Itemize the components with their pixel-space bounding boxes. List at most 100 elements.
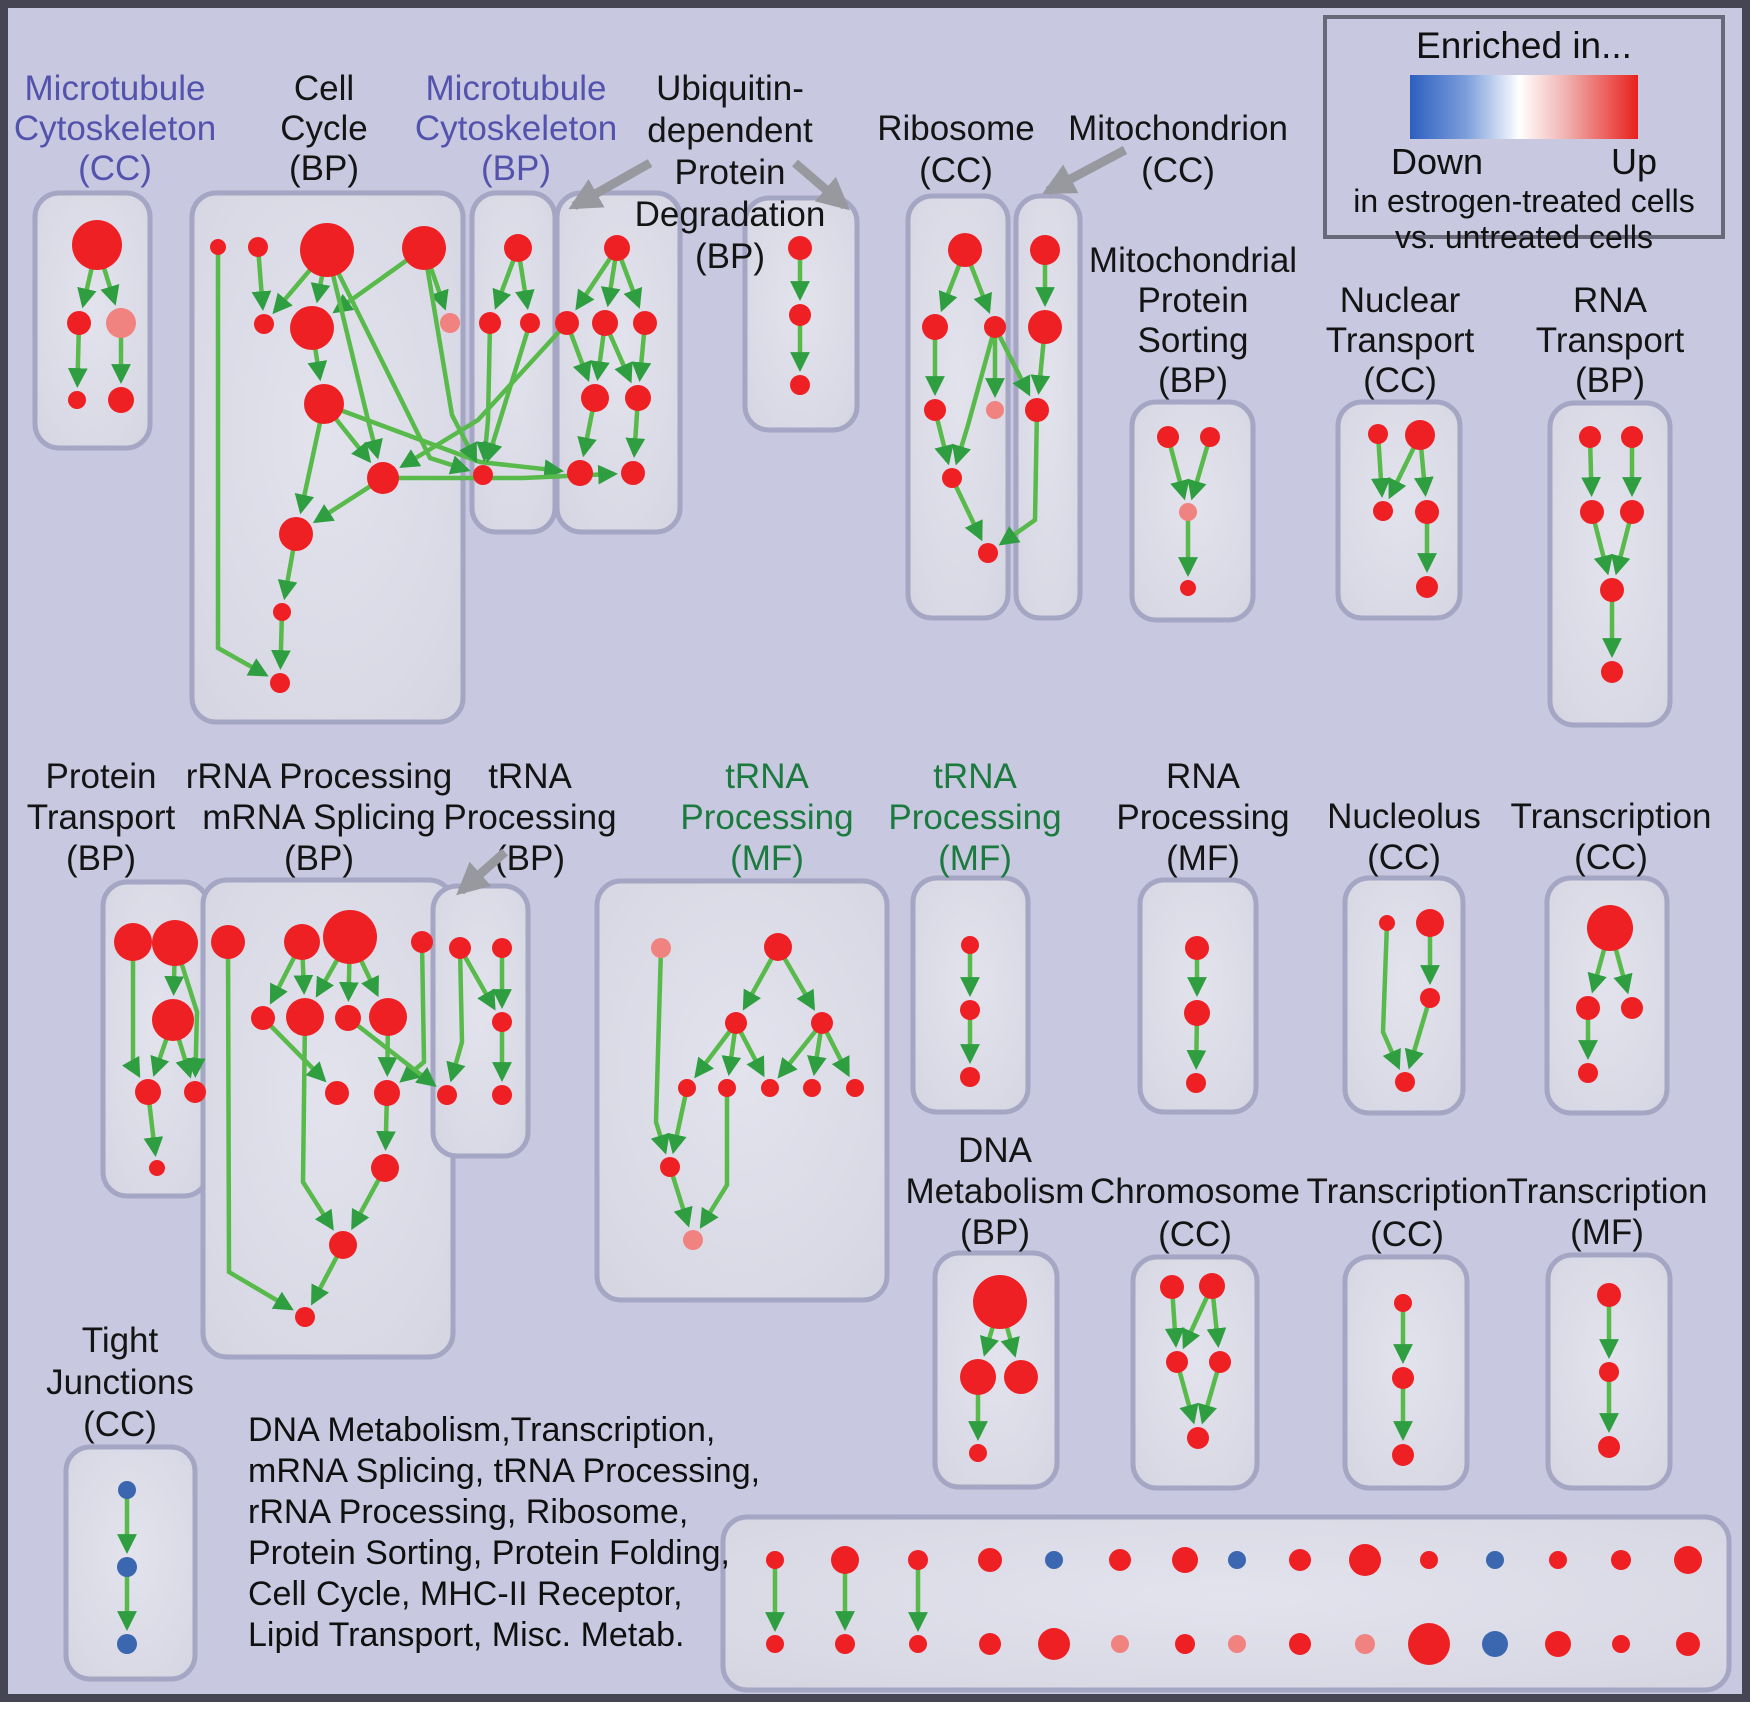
go-term-node-i7: [761, 1079, 779, 1097]
cluster-label-chromosome-cc: Chromosome (CC): [1090, 1172, 1300, 1254]
cluster-box-trna-processing-mf-1: [594, 878, 890, 1303]
go-term-node-s3: [1580, 500, 1604, 524]
go-term-node-c4: [402, 226, 446, 270]
go-term-node-z1b: [766, 1635, 784, 1653]
go-term-node-z3b: [909, 1635, 927, 1653]
go-term-node-i5: [678, 1079, 696, 1097]
go-term-node-p1: [1157, 426, 1179, 448]
go-term-node-c11: [273, 603, 291, 621]
go-term-node-z8t: [1228, 1551, 1246, 1569]
cluster-label-rna-transport-bp: RNA Transport (BP): [1536, 281, 1685, 400]
go-term-node-j2: [960, 1000, 980, 1020]
go-term-node-i6: [718, 1079, 736, 1097]
go-term-node-z5b: [1038, 1628, 1070, 1660]
go-term-node-j1: [961, 936, 979, 954]
go-term-node-c5: [254, 314, 274, 334]
go-term-node-s6: [1601, 661, 1623, 683]
go-term-node-z6t: [1109, 1549, 1131, 1571]
cluster-label-microtubule-cytoskeleton-bp: Microtubule Cytoskeleton (BP): [415, 69, 617, 188]
collapsed-terms-line: DNA Metabolism,Transcription,: [248, 1411, 716, 1449]
go-term-node-m2: [479, 312, 501, 334]
go-term-node-g3: [323, 910, 377, 964]
legend-gradient-bar: [1410, 75, 1638, 139]
go-term-node-g8: [369, 998, 407, 1036]
go-term-node-z12t: [1486, 1551, 1504, 1569]
go-term-node-x2: [1599, 1362, 1619, 1382]
go-term-node-c2: [248, 237, 268, 257]
go-term-node-r1: [948, 233, 982, 267]
edge-t2-t5: [172, 942, 206, 1078]
go-term-node-e5: [1187, 1427, 1209, 1449]
go-term-node-z5t: [1045, 1551, 1063, 1569]
go-term-node-c7: [440, 313, 460, 333]
legend-down-label: Down: [1391, 141, 1484, 182]
go-term-node-t1: [114, 923, 152, 961]
go-term-node-s5: [1600, 578, 1624, 602]
cluster-box-misc-terms: [720, 1514, 1732, 1693]
legend-title: Enriched in...: [1416, 25, 1632, 66]
go-term-node-s1: [1579, 426, 1601, 448]
go-term-node-g5: [251, 1006, 275, 1030]
go-term-node-x3: [1598, 1436, 1620, 1458]
go-term-node-u1: [604, 235, 630, 261]
go-term-node-c10: [279, 517, 313, 551]
go-term-node-r5: [986, 401, 1004, 419]
annotation-arrow-to-ubiquitin-box-1: [568, 159, 653, 210]
color-legend: Enriched in... Down Up in estrogen-treat…: [1323, 15, 1725, 255]
go-term-node-c6: [290, 306, 334, 350]
go-term-node-t3: [152, 999, 194, 1041]
go-term-node-u6: [625, 385, 651, 411]
cluster-label-nucleolus-cc: Nucleolus (CC): [1327, 797, 1481, 877]
collapsed-terms-line: rRNA Processing, Ribosome,: [248, 1493, 689, 1531]
go-term-node-z15t: [1674, 1546, 1702, 1574]
cluster-box-dna-metabolism-bp: [932, 1250, 1060, 1490]
go-term-node-k2: [1184, 1000, 1210, 1026]
go-term-node-c8: [304, 384, 344, 424]
go-term-node-h5: [492, 1085, 512, 1105]
collapsed-terms-line: mRNA Splicing, tRNA Processing,: [248, 1452, 761, 1490]
edge-g5-g9: [261, 1016, 327, 1083]
go-term-node-z12b: [1482, 1631, 1508, 1657]
go-term-node-k3: [1186, 1073, 1206, 1093]
go-term-node-m4: [473, 465, 493, 485]
go-term-node-z10b: [1355, 1634, 1375, 1654]
legend-context-line1: in estrogen-treated cells: [1353, 183, 1695, 219]
go-term-node-q3: [1373, 501, 1393, 521]
cluster-box-nucleolus-cc: [1342, 875, 1466, 1116]
go-term-node-z7t: [1172, 1547, 1198, 1573]
edge-h1-h3: [458, 946, 496, 1011]
go-term-node-z11t: [1420, 1551, 1438, 1569]
go-term-node-u8: [621, 461, 645, 485]
edge-h1-h4: [446, 947, 466, 1083]
collapsed-terms-summary: DNA Metabolism,Transcription, mRNA Splici…: [248, 1410, 760, 1656]
go-term-node-e2: [1199, 1273, 1225, 1299]
go-term-node-i3: [725, 1012, 747, 1034]
go-term-node-y1: [118, 1481, 136, 1499]
go-term-node-z11b: [1408, 1623, 1450, 1665]
go-term-node-l2: [1416, 909, 1444, 937]
cluster-label-transcription-cc-1: Transcription (CC): [1511, 797, 1712, 877]
go-term-node-y3: [117, 1634, 137, 1654]
go-term-node-w1: [1587, 905, 1633, 951]
edge-q1-q3: [1370, 433, 1391, 498]
go-term-node-e1: [1160, 1275, 1184, 1299]
edge-p2-p3: [1187, 436, 1213, 501]
cluster-box-trna-processing-bp: [430, 883, 531, 1159]
go-term-node-i9: [846, 1079, 864, 1097]
edge-r6-r7: [949, 477, 983, 542]
edge-t1-t4: [121, 942, 141, 1078]
go-term-node-f1: [1394, 1294, 1412, 1312]
cluster-box-microtubule-cytoskeleton-cc: [32, 190, 153, 451]
go-term-node-m3: [520, 313, 540, 333]
annotation-arrow-to-ubiquitin-box-2: [792, 159, 850, 211]
go-term-node-h1: [449, 937, 471, 959]
cluster-box-nuclear-transport-cc: [1335, 399, 1463, 621]
cluster-box-transcription-cc-1: [1544, 875, 1670, 1116]
go-term-node-u7: [567, 460, 593, 486]
edge-i6-i11: [699, 1088, 730, 1229]
go-term-node-q1: [1368, 424, 1388, 444]
go-term-node-e4: [1209, 1351, 1231, 1373]
go-term-node-v1: [788, 236, 812, 260]
